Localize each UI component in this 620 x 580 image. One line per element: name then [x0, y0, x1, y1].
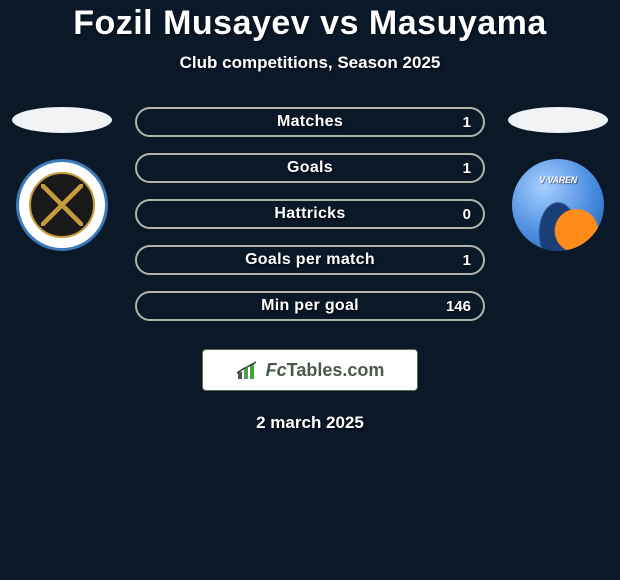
stat-bar-goals: Goals 1 [135, 153, 485, 183]
stat-bar-goals-per-match: Goals per match 1 [135, 245, 485, 275]
stat-value-right: 1 [463, 114, 471, 131]
main-row: Matches 1 Goals 1 Hattricks 0 Goals per … [0, 107, 620, 321]
right-side: V·VAREN [503, 107, 613, 251]
comparison-card: Fozil Musayev vs Masuyama Club competiti… [0, 0, 620, 433]
left-player-ellipse [12, 107, 112, 133]
left-club-badge [16, 159, 108, 251]
stat-label: Goals per match [245, 251, 375, 269]
right-player-ellipse [508, 107, 608, 133]
stat-value-right: 1 [463, 160, 471, 177]
site-logo[interactable]: FcTables.com [202, 349, 418, 391]
stat-label: Matches [277, 113, 343, 131]
stat-label: Goals [287, 159, 333, 177]
stat-bar-hattricks: Hattricks 0 [135, 199, 485, 229]
stat-label: Hattricks [274, 205, 345, 223]
stat-value-right: 0 [463, 206, 471, 223]
bar-chart-icon [236, 360, 260, 380]
logo-text-part: Fc [266, 360, 287, 380]
stat-bar-min-per-goal: Min per goal 146 [135, 291, 485, 321]
page-subtitle: Club competitions, Season 2025 [0, 53, 620, 73]
wave-icon [512, 159, 604, 251]
logo-text-part: Tables [287, 360, 343, 380]
right-club-badge: V·VAREN [512, 159, 604, 251]
stat-value-right: 1 [463, 252, 471, 269]
logo-text: FcTables.com [266, 360, 385, 381]
stat-bar-matches: Matches 1 [135, 107, 485, 137]
logo-text-part: .com [342, 360, 384, 380]
footer-date: 2 march 2025 [0, 413, 620, 433]
stat-label: Min per goal [261, 297, 359, 315]
shield-icon [29, 172, 95, 238]
left-side [7, 107, 117, 251]
stat-value-right: 146 [446, 298, 471, 315]
stats-column: Matches 1 Goals 1 Hattricks 0 Goals per … [135, 107, 485, 321]
page-title: Fozil Musayev vs Masuyama [0, 4, 620, 43]
